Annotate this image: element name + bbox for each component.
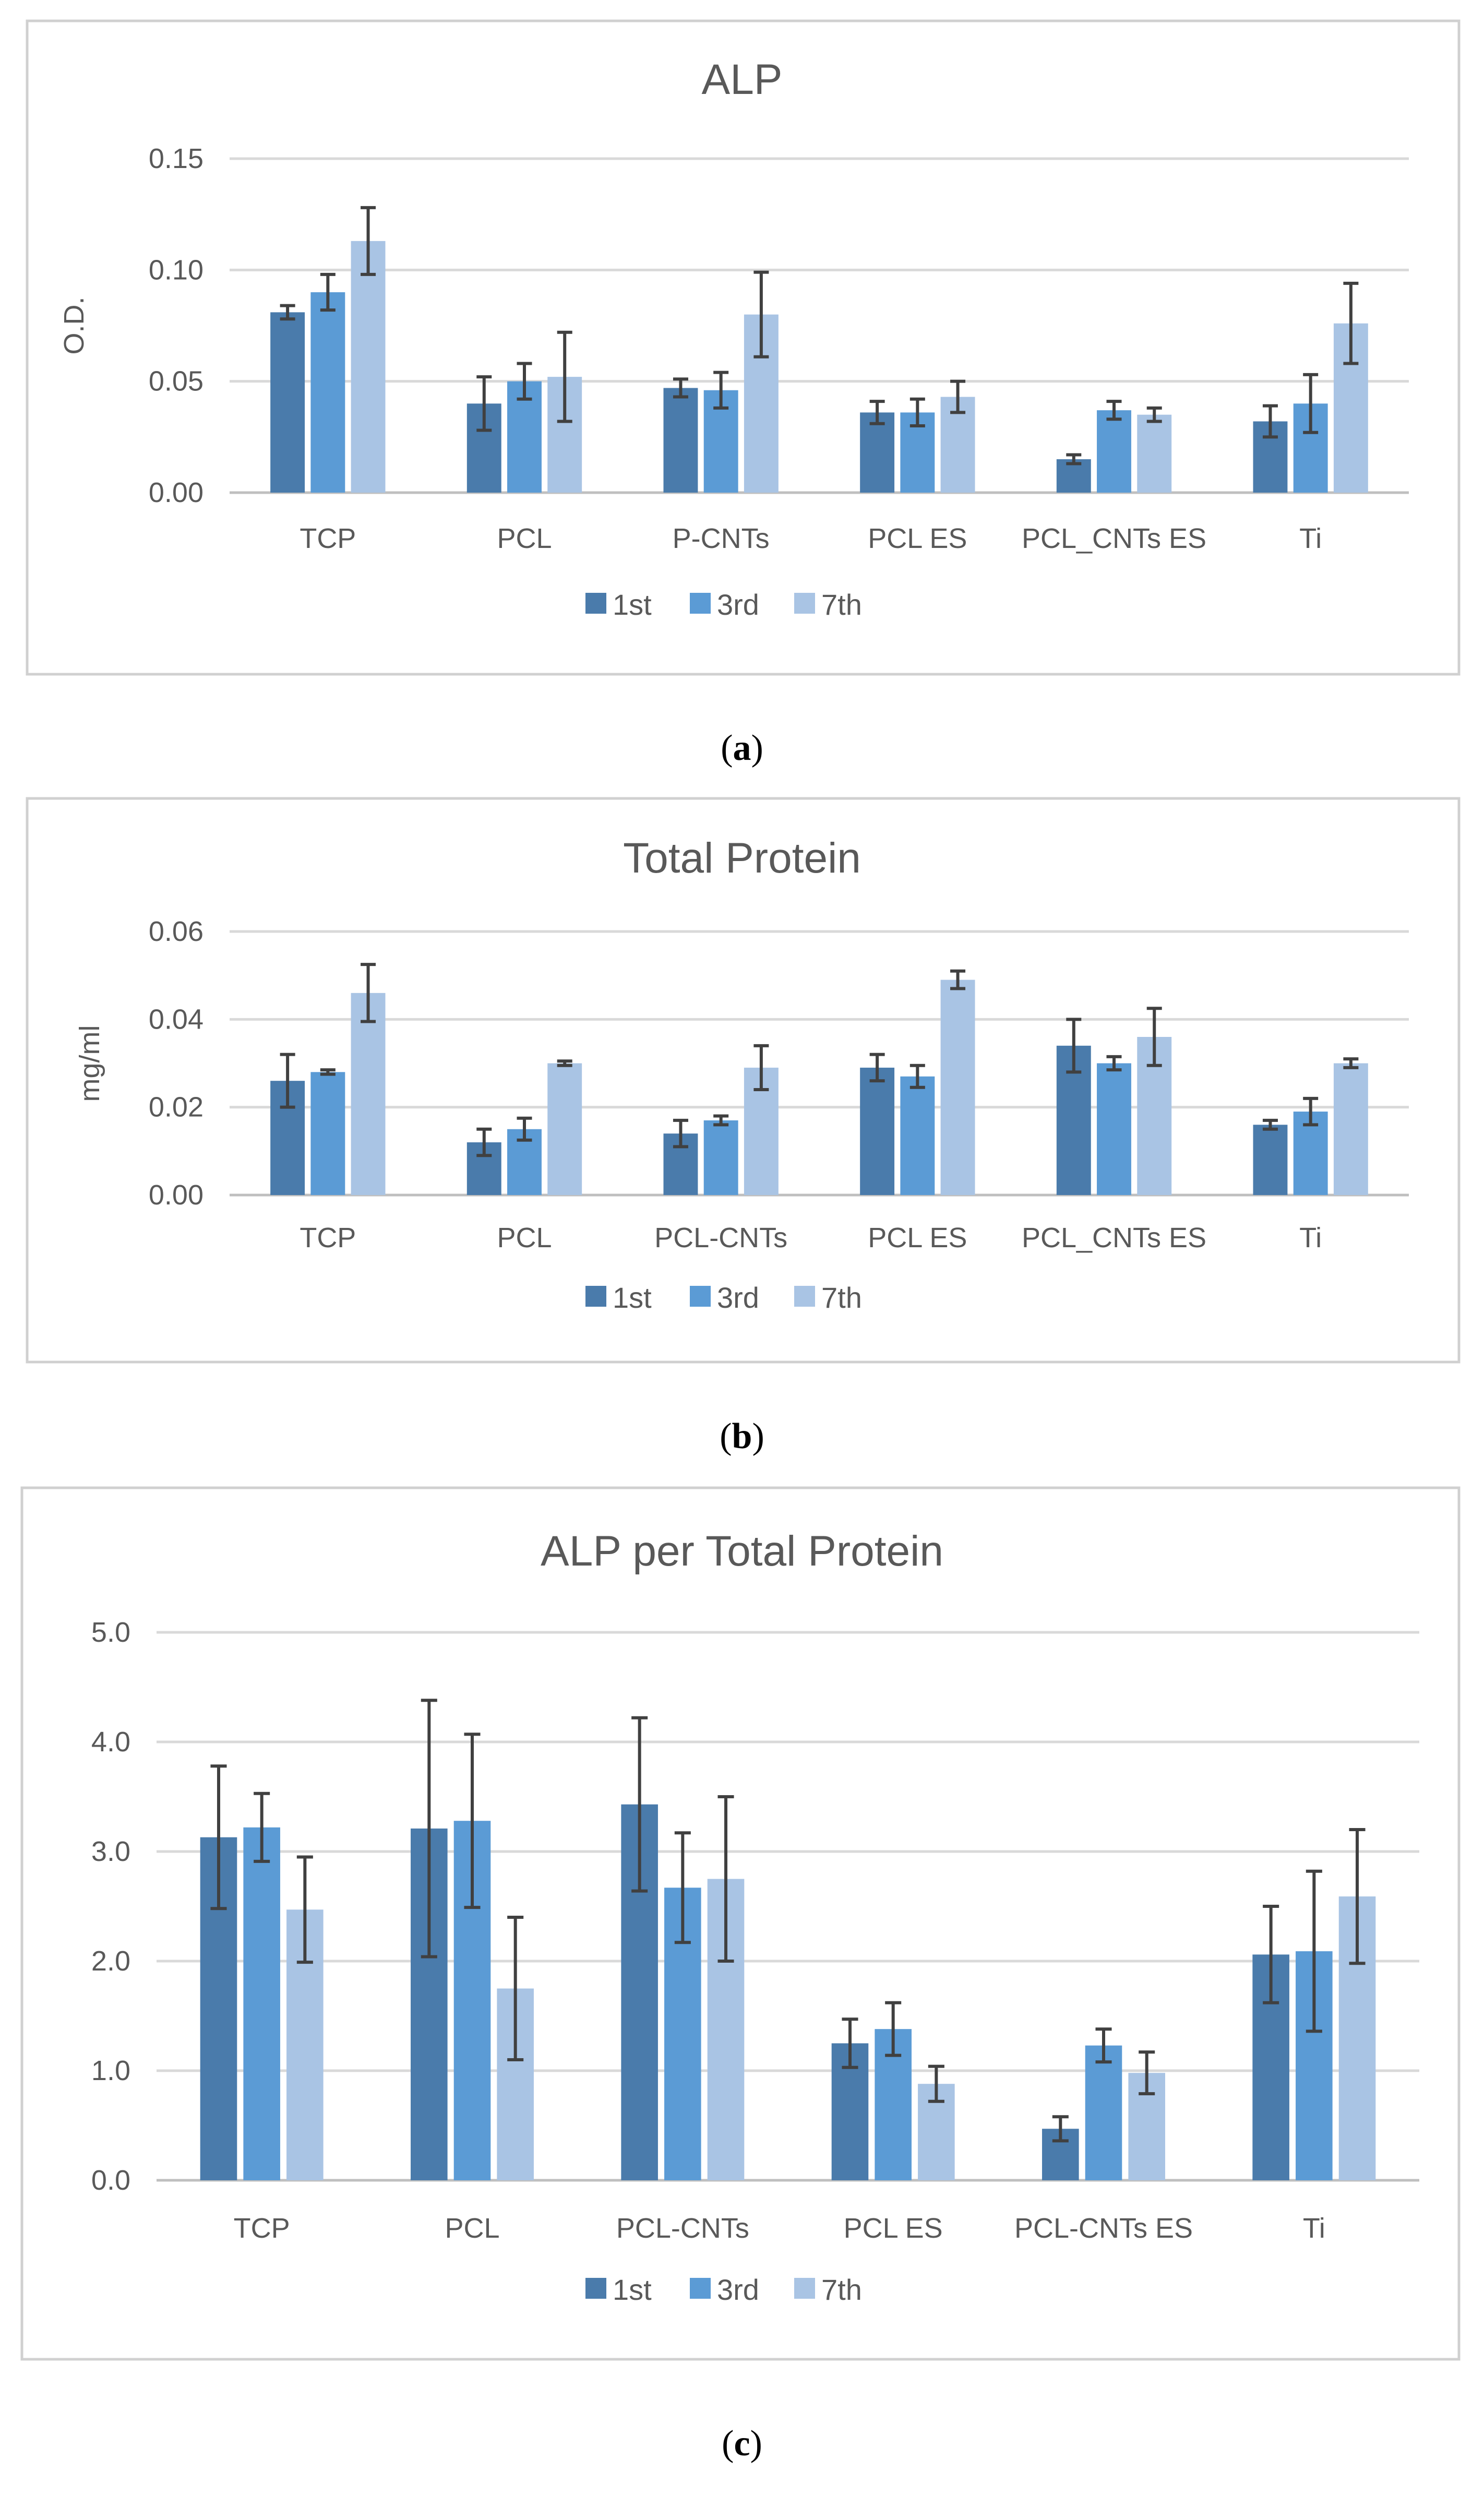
legend-swatch-1st <box>585 2278 606 2299</box>
legend-swatch-3rd <box>690 593 711 614</box>
x-tick-label: PCL_CNTs ES <box>1022 1222 1206 1253</box>
y-tick-label: 0.10 <box>149 254 204 285</box>
legend-swatch-7th <box>794 593 815 614</box>
x-tick-label: TCP <box>300 523 356 554</box>
chart-panel-a: ALP 0.00 0.05 0.10 0.15 O.D. TCP PCL P-CNTs PCL E… <box>26 19 1461 676</box>
bar-TCP-3rd <box>243 1827 280 2180</box>
bar-TCP-1st <box>270 312 305 493</box>
legend-label-7th: 7th <box>821 2273 862 2306</box>
y-axis-label: O.D. <box>58 296 90 354</box>
legend-swatch-3rd <box>690 2278 711 2299</box>
y-tick-label: 4.0 <box>91 1726 130 1758</box>
legend-label-1st: 1st <box>613 1281 652 1314</box>
chart-frame <box>26 797 1461 1364</box>
x-tick-label: PCL ES <box>868 523 967 554</box>
x-tick-label: PCL-CNTs <box>654 1222 787 1253</box>
bar-PCL-CNTs-3rd <box>703 1120 738 1195</box>
legend-label-3rd: 3rd <box>717 588 759 621</box>
legend-swatch-1st <box>585 1286 606 1307</box>
bar-P-CNTs-1st <box>663 388 698 493</box>
x-tick-label: PCL <box>445 2213 499 2244</box>
x-tick-label: Ti <box>1299 523 1322 554</box>
y-tick-label: 0.15 <box>149 143 204 174</box>
bar-TCP-3rd <box>310 1072 345 1195</box>
bar-PCL ES-1st <box>860 1067 895 1195</box>
legend-label-1st: 1st <box>613 588 652 621</box>
y-tick-label: 5.0 <box>91 1617 130 1648</box>
x-tick-label: Ti <box>1299 1222 1322 1253</box>
y-tick-label: 0.06 <box>149 916 204 947</box>
bar-PCL ES-7th <box>940 980 975 1195</box>
x-tick-label: TCP <box>300 1222 356 1253</box>
legend-label-1st: 1st <box>613 2273 652 2306</box>
legend-swatch-1st <box>585 593 606 614</box>
panel-caption-c: (c) <box>722 2423 762 2464</box>
y-tick-label: 2.0 <box>91 1945 130 1977</box>
x-tick-label: PCL <box>497 1222 552 1253</box>
bar-PCL_CNTs ES-3rd <box>1097 1063 1131 1195</box>
x-tick-label: PCL ES <box>868 1222 967 1253</box>
legend-label-3rd: 3rd <box>717 1281 759 1314</box>
y-axis-label: mg/ml <box>74 1025 105 1102</box>
chart-panel-b: Total Protein 0.00 0.02 0.04 0.06 mg/ml TCP PCL… <box>26 797 1461 1364</box>
x-tick-label: PCL-CNTs <box>616 2213 749 2244</box>
legend-swatch-3rd <box>690 1286 711 1307</box>
y-tick-label: 0.04 <box>149 1004 204 1035</box>
y-tick-label: 0.0 <box>91 2165 130 2196</box>
bar-TCP-7th <box>351 993 386 1195</box>
bar-TCP-3rd <box>310 292 345 493</box>
bar-PCL ES-3rd <box>900 1076 935 1195</box>
panel-caption-a: (a) <box>721 728 763 768</box>
bar-PCL-7th <box>547 1063 582 1195</box>
legend-label-7th: 7th <box>821 588 862 621</box>
chart-title: ALP <box>702 56 783 103</box>
legend-label-7th: 7th <box>821 1281 862 1314</box>
bar-PCL_CNTs ES-3rd <box>1097 410 1131 493</box>
bar-Ti-7th <box>1333 1063 1368 1195</box>
bar-TCP-7th <box>351 241 386 493</box>
x-tick-label: PCL_CNTs ES <box>1022 523 1206 554</box>
bar-Ti-1st <box>1253 1125 1288 1195</box>
y-tick-label: 0.00 <box>149 1179 204 1211</box>
legend-label-3rd: 3rd <box>717 2273 759 2306</box>
chart-panel-c: ALP per Total Protein 0.0 1.0 2.0 3.0 4.0 5.0 T… <box>20 1486 1461 2361</box>
bar-PCL_CNTs ES-7th <box>1137 414 1172 493</box>
legend-swatch-7th <box>794 1286 815 1307</box>
x-tick-label: PCL-CNTs ES <box>1014 2213 1193 2244</box>
x-tick-label: Ti <box>1303 2213 1325 2244</box>
y-tick-label: 0.02 <box>149 1092 204 1123</box>
y-tick-label: 0.00 <box>149 477 204 508</box>
legend-swatch-7th <box>794 2278 815 2299</box>
y-tick-label: 3.0 <box>91 1836 130 1867</box>
y-tick-label: 1.0 <box>91 2055 130 2086</box>
x-tick-label: P-CNTs <box>673 523 770 554</box>
x-tick-label: PCL ES <box>844 2213 943 2244</box>
chart-title: ALP per Total Protein <box>541 1527 943 1575</box>
x-tick-label: PCL <box>497 523 552 554</box>
x-tick-label: TCP <box>234 2213 290 2244</box>
y-tick-label: 0.05 <box>149 366 204 397</box>
chart-title: Total Protein <box>623 834 861 882</box>
bar-PCL-CNTs ES-3rd <box>1085 2045 1122 2180</box>
bar-PCL ES-1st <box>860 412 895 493</box>
panel-caption-b: (b) <box>720 1416 764 1456</box>
chart-frame <box>26 19 1461 676</box>
